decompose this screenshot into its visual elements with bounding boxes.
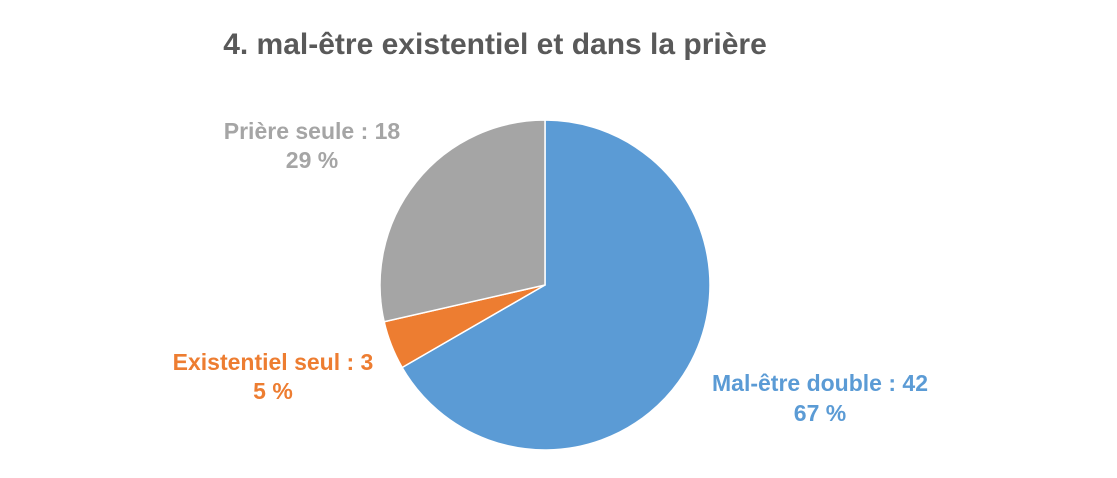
slice-label-value: Prière seule : 18 <box>224 118 401 144</box>
slice-label-percent: 5 % <box>253 378 293 404</box>
pie-slices <box>379 119 711 451</box>
chart-title: 4. mal-être existentiel et dans la prièr… <box>223 28 767 61</box>
slice-labels: Mal-être double : 42 67 % Existentiel seul… <box>173 118 928 426</box>
pie-slice-mal-tre-double <box>401 119 711 451</box>
slice-label-value: Mal-être double : 42 <box>712 370 928 396</box>
slice-label-percent: 29 % <box>286 147 338 173</box>
slice-label-percent: 67 % <box>794 400 846 426</box>
slice-label-value: Existentiel seul : 3 <box>173 349 374 375</box>
pie-slice-pri-re-seule <box>379 119 546 323</box>
